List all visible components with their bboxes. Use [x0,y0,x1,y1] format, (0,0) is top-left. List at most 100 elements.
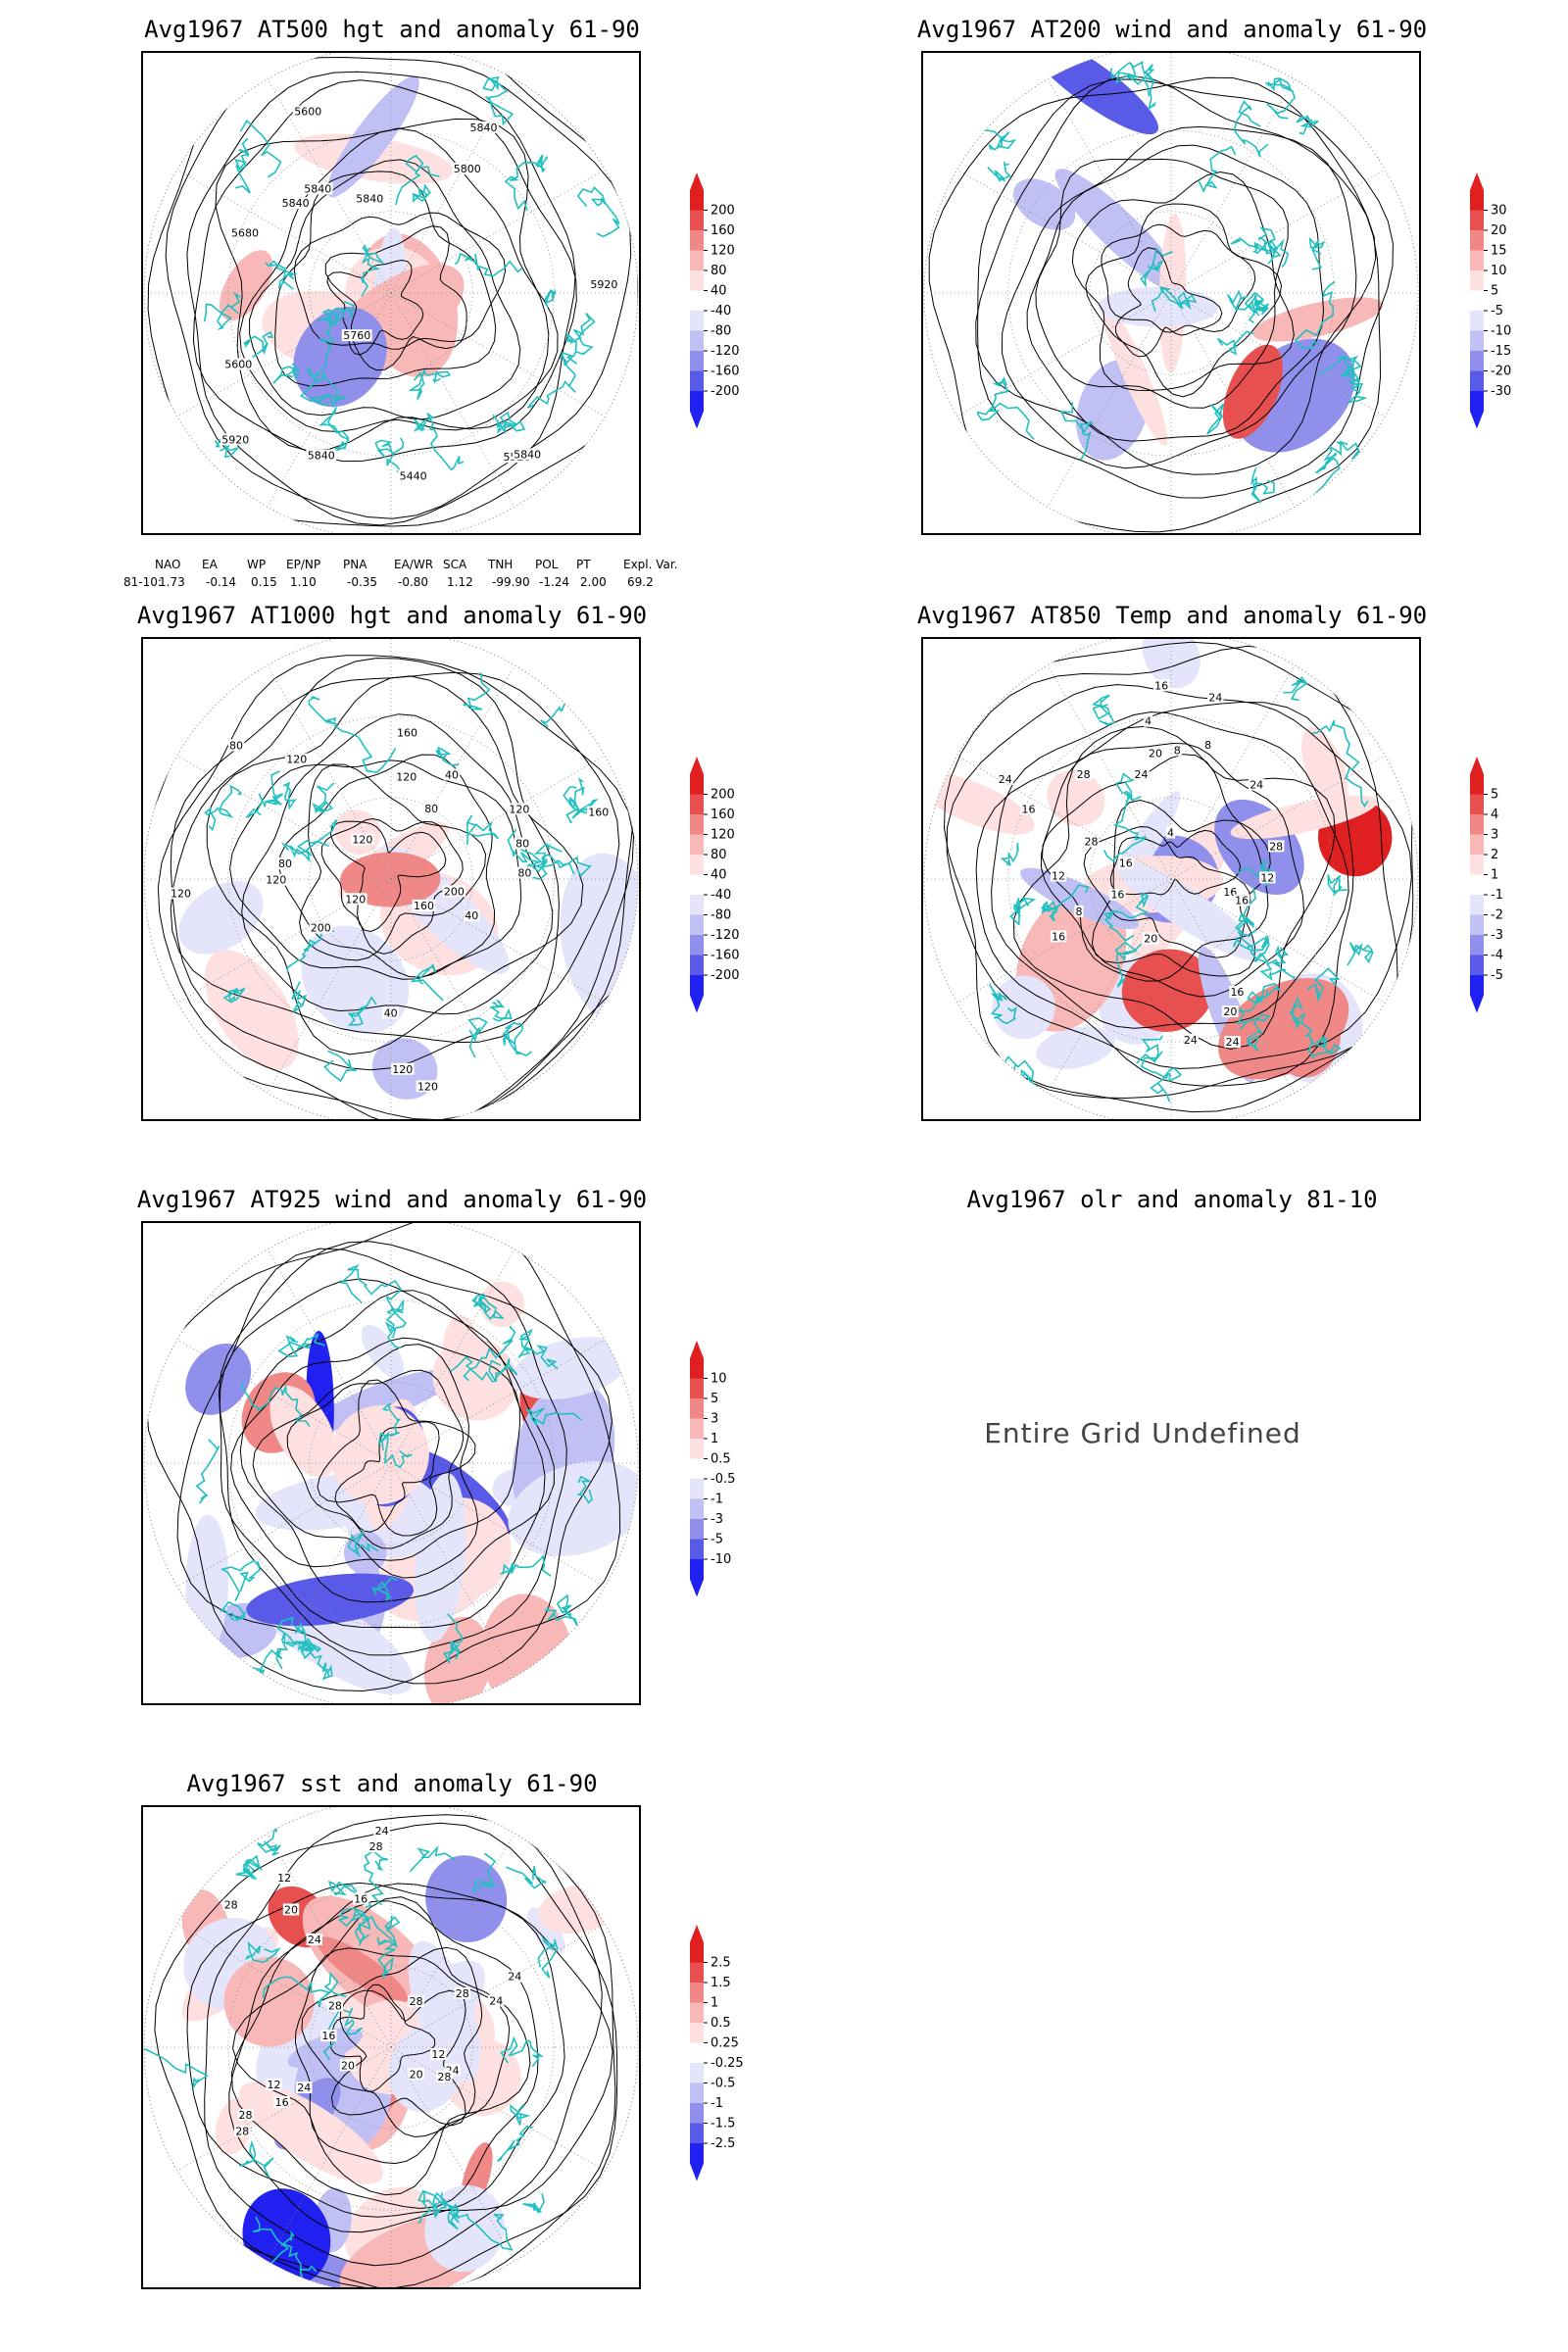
contour-label-bg [394,770,418,783]
contour-label-bg [1267,840,1285,853]
legend-swatch [690,290,704,311]
coastline [565,797,587,824]
coastline [533,842,593,877]
coastline [1140,1051,1182,1102]
contour-label-bg [1144,714,1153,727]
legend-arrow-down-icon [1470,411,1484,429]
coastline [471,1293,505,1321]
legend-swatch [690,2143,704,2164]
latitude-circle [1007,129,1335,457]
coastline [559,333,577,367]
contour-line [977,78,1394,499]
coastline [489,999,513,1022]
panel-title-olr: Avg1967 olr and anomaly 81-10 [966,1186,1378,1213]
legend-swatch [1470,874,1484,895]
legend-label: 40 [710,868,727,883]
contour-label-bg [412,899,436,911]
legend-label: -0.5 [710,2077,735,2091]
panel-title-at1000: Avg1967 AT1000 hgt and anomaly 61-90 [136,602,648,629]
coastline [1248,293,1269,324]
legend-arrow-down-icon [690,1579,704,1597]
legend-swatch [690,370,704,391]
contour-label: 16 [275,2096,289,2109]
contour-label-bg [464,909,480,922]
contour-label: 28 [328,2000,342,2013]
coastline [1289,996,1313,1038]
coastline [374,437,405,477]
coastline [339,1264,403,1315]
legend-arrow-up-icon [1470,172,1484,190]
contour-label-bg [1233,894,1250,906]
coastline [409,1845,456,1873]
contour-label: 16 [1230,986,1244,999]
legend-label: 30 [1491,204,1507,219]
legend-label: -10 [710,1552,731,1567]
contour-label-bg [430,2048,447,2061]
coastline [1294,280,1336,350]
contour-label: 5600 [224,359,252,371]
legend-label: 200 [710,788,735,803]
contour-line [229,760,522,980]
contour-label: 40 [465,909,478,922]
coastline [312,782,335,814]
contour-label: 5800 [454,163,481,175]
legend-label: -5 [1491,968,1503,983]
contour-label-bg [1182,1033,1200,1046]
legend-swatch [690,2042,704,2063]
contour-label: 8 [1204,739,1211,752]
contour-label: 5840 [356,193,383,206]
legend-swatch [1470,935,1484,956]
coastline [1306,1033,1342,1059]
legend-swatch [690,210,704,230]
legend-label: 80 [710,848,727,862]
legend-label: 3 [710,1412,718,1427]
contour-line [334,1421,440,1533]
coastline [454,253,522,277]
coastline [1140,247,1173,288]
contour-label-bg [408,2068,424,2081]
contour-line [186,1882,613,2218]
contour-label: 5920 [221,433,249,446]
coastline [471,1852,497,1892]
contour-label: 80 [424,803,438,815]
contour-label: 20 [341,2059,355,2072]
contour-label-bg [468,121,499,133]
legend-swatch [690,1983,704,2003]
teleconnection-value: -1.24 [539,575,569,589]
coastline [969,118,1017,151]
legend-label: 120 [710,244,735,259]
contour-line [1012,725,1336,1050]
contour-label: 80 [278,858,292,870]
contour-label: 28 [456,1987,469,2000]
contour-line [324,225,467,371]
legend-label: 10 [710,1372,727,1387]
coastline [450,1355,518,1383]
legend-label: 1 [710,1996,718,2011]
coastline [291,981,308,1013]
contour-label: 160 [414,900,434,912]
contour-label-bg [302,182,333,195]
coastline [1247,1013,1271,1052]
coastline [440,2192,514,2251]
contour-label: 16 [1052,930,1065,943]
contour-label-bg [273,2095,290,2108]
coastline [517,1328,559,1370]
contour-label: 120 [392,1063,413,1076]
coastline [504,154,548,212]
coastline [1259,945,1296,982]
coastline [280,2230,318,2280]
latitude-circle [227,1299,555,1627]
legend-swatch [690,774,704,795]
legend-swatch [690,1479,704,1499]
contour-label-bg [229,226,261,239]
contour-label-bg [1143,932,1159,945]
coastline [280,842,311,863]
anomaly-shade [361,1324,405,1379]
anomaly-shade [481,1593,572,1703]
legend-label: -1 [710,1493,723,1507]
coastline [313,325,347,409]
legend-swatch [1470,270,1484,291]
contour-label: 4 [1167,826,1174,839]
contour-label: 5920 [590,278,617,291]
contour-label: 16 [354,1892,368,1905]
